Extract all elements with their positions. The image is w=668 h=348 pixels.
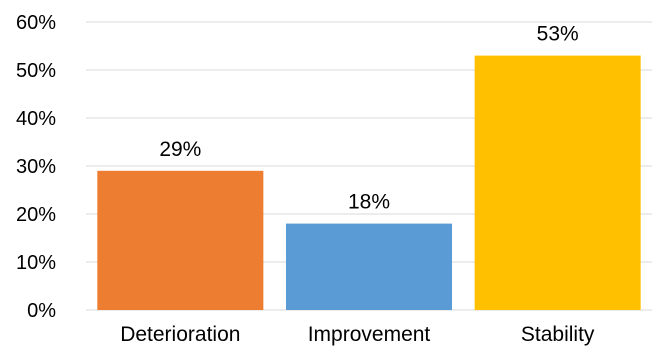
category-label-stability: Stability [521, 323, 595, 346]
y-axis-tick-labels: 0% 10% 20% 30% 40% 50% 60% [16, 12, 56, 322]
bar-improvement [285, 223, 453, 310]
y-tick-label: 40% [16, 108, 56, 130]
bars [97, 55, 641, 310]
data-label-improvement: 18% [348, 191, 390, 214]
y-tick-label: 60% [16, 12, 56, 34]
data-label-stability: 53% [537, 23, 579, 46]
y-tick-label: 0% [27, 300, 56, 322]
category-label-deterioration: Deterioration [120, 323, 240, 346]
category-label-improvement: Improvement [308, 323, 431, 346]
y-tick-label: 10% [16, 252, 56, 274]
bar-stability [474, 55, 641, 310]
data-label-deterioration: 29% [159, 138, 201, 161]
y-tick-label: 50% [16, 60, 56, 82]
y-tick-label: 20% [16, 204, 56, 226]
y-tick-label: 30% [16, 156, 56, 178]
x-axis-category-labels: Deterioration Improvement Stability [120, 323, 595, 346]
data-labels: 29% 18% 53% [159, 23, 578, 214]
bar-deterioration [97, 170, 264, 310]
